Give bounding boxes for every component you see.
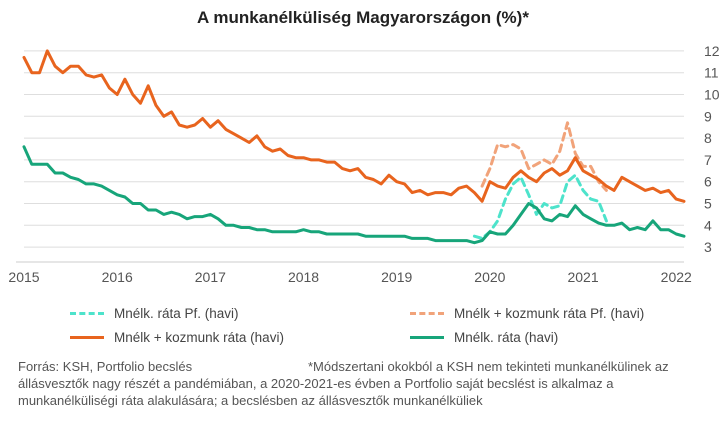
methodology-note: *Módszertani okokból a KSH nem tekinteti… — [18, 359, 669, 408]
x-tick-label: 2022 — [661, 269, 692, 285]
series-line — [22, 49, 686, 203]
y-tick-label: 5 — [704, 196, 712, 212]
y-tick-label: 8 — [704, 130, 712, 146]
legend-item-pf-unemployment: Mnélk. ráta Pf. (havi) — [70, 306, 239, 321]
legend-label: Mnélk + kozmunk ráta (havi) — [114, 330, 284, 345]
y-tick-label: 7 — [704, 152, 712, 168]
x-tick-label: 2019 — [381, 269, 412, 285]
legend-swatch — [410, 312, 444, 315]
source-note: Forrás: KSH, Portfolio becslés — [18, 359, 193, 374]
x-tick-label: 2021 — [567, 269, 598, 285]
legend-item-pf-public-work: Mnélk + kozmunk ráta Pf. (havi) — [410, 306, 644, 321]
x-tick-label: 2020 — [474, 269, 505, 285]
legend-label: Mnélk + kozmunk ráta Pf. (havi) — [454, 306, 645, 321]
y-tick-label: 4 — [704, 217, 712, 233]
legend-item-unemployment-rate: Mnélk. ráta (havi) — [410, 330, 558, 345]
legend-item-public-work-rate: Mnélk + kozmunk ráta (havi) — [70, 330, 284, 345]
x-tick-label: 2015 — [8, 269, 39, 285]
legend-label: Mnélk. ráta Pf. (havi) — [114, 306, 239, 321]
y-tick-label: 10 — [704, 87, 720, 103]
y-tick-label: 3 — [704, 239, 712, 255]
legend-label: Mnélk. ráta (havi) — [454, 330, 559, 345]
x-tick-label: 2018 — [288, 269, 319, 285]
x-tick-label: 2017 — [195, 269, 226, 285]
chart-title: A munkanélküliség Magyarországon (%)* — [197, 8, 529, 27]
y-tick-label: 9 — [704, 108, 712, 124]
legend-swatch — [410, 336, 444, 339]
x-tick-label: 2016 — [102, 269, 133, 285]
y-tick-label: 11 — [704, 65, 719, 81]
legend-swatch — [70, 312, 104, 315]
series-line — [480, 121, 608, 192]
series-line — [22, 145, 686, 245]
y-tick-label: 6 — [704, 174, 712, 190]
line-chart: 3 4 5 6 7 8 9 10 11 12 2015 2016 2017 2018 2019 2020 202… — [8, 43, 720, 285]
series-line — [472, 173, 608, 240]
legend-swatch — [70, 336, 104, 339]
y-tick-label: 12 — [704, 43, 720, 59]
chart-legend: Mnélk. ráta Pf. (havi) Mnélk + kozmunk r… — [0, 300, 726, 350]
